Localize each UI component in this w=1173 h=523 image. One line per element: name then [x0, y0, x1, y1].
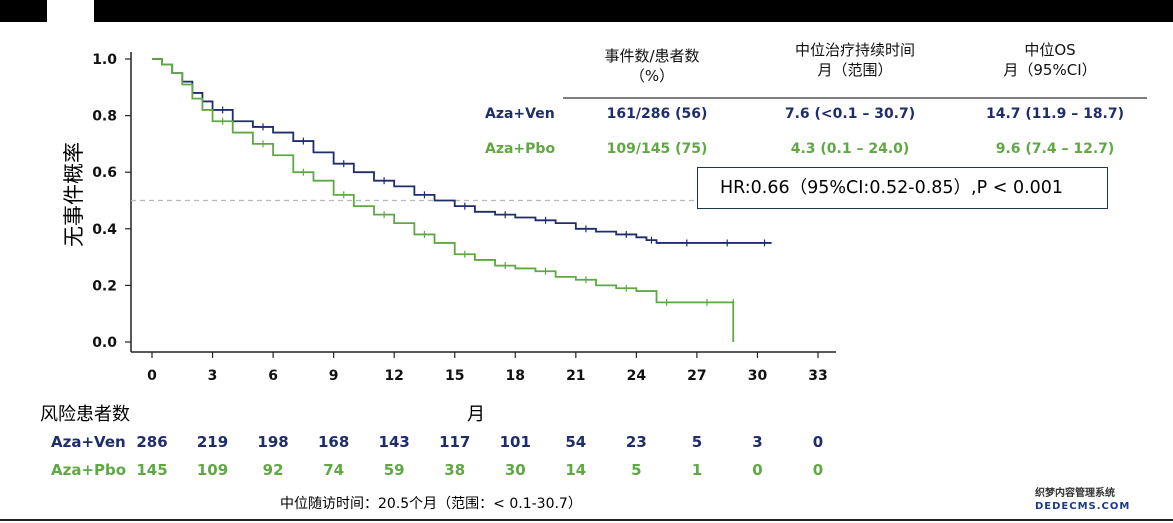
hazard-ratio-box: HR:0.66（95%CI:0.52-0.85）,P < 0.001 — [697, 167, 1108, 209]
x-axis-title: 月 — [467, 404, 485, 425]
risk-count-pbo: 0 — [752, 461, 763, 479]
y-axis-title: 无事件概率 — [62, 142, 86, 247]
risk-count-pbo: 59 — [383, 461, 405, 479]
table-cell-ven-events: 161/286 (56) — [606, 106, 708, 122]
x-tick-label: 6 — [268, 368, 278, 384]
risk-count-ven: 3 — [752, 433, 763, 451]
risk-count-pbo: 14 — [565, 461, 587, 479]
header-bar-right — [94, 0, 1173, 22]
table-row-label-ven: Aza+Ven — [485, 106, 555, 122]
bottom-rule — [0, 519, 1173, 521]
risk-count-pbo: 38 — [444, 461, 466, 479]
table-header-os: 中位OS 月（95%CI） — [965, 40, 1135, 80]
watermark-line2: DEDECMS.COM — [1035, 501, 1131, 512]
watermark-line1: 织梦内容管理系统 — [1035, 488, 1115, 499]
table-header-duration-line1: 中位治疗持续时间 — [794, 41, 915, 59]
risk-count-pbo: 30 — [504, 461, 526, 479]
site-watermark: 织梦内容管理系统 DEDECMS.COM — [1035, 487, 1130, 513]
x-tick-label: 30 — [748, 368, 768, 384]
risk-count-ven: 198 — [257, 433, 289, 451]
table-header-os-line2: 月（95%CI） — [1003, 61, 1097, 79]
risk-count-ven: 101 — [499, 433, 531, 451]
x-tick-label: 3 — [208, 368, 218, 384]
y-tick-label: 0.8 — [92, 109, 117, 125]
x-tick-label: 9 — [329, 368, 339, 384]
x-tick-label: 21 — [566, 368, 585, 384]
risk-count-ven: 0 — [812, 433, 824, 451]
risk-count-ven: 219 — [196, 433, 229, 451]
risk-count-pbo: 109 — [196, 461, 229, 479]
table-cell-pbo-events: 109/145 (75) — [606, 141, 708, 157]
risk-row-label-pbo: Aza+Pbo — [51, 461, 127, 479]
table-cell-pbo-duration: 4.3 (0.1 – 24.0) — [790, 141, 910, 157]
x-tick-label: 12 — [384, 368, 403, 384]
risk-count-pbo: 74 — [323, 461, 345, 479]
y-tick-label: 1.0 — [92, 52, 117, 68]
risk-table-title: 风险患者数 — [40, 404, 130, 425]
risk-count-ven: 5 — [691, 433, 703, 451]
x-tick-label: 33 — [808, 368, 827, 384]
y-tick-label: 0.2 — [92, 278, 117, 294]
y-tick-label: 0.0 — [92, 335, 117, 351]
risk-count-pbo: 0 — [812, 461, 824, 479]
table-header-events-line1: 事件数/患者数 — [604, 47, 700, 65]
y-tick-label: 0.4 — [92, 222, 117, 238]
table-row-label-pbo: Aza+Pbo — [485, 141, 556, 157]
table-header-events: 事件数/患者数 （%） — [572, 46, 732, 86]
x-tick-label: 27 — [687, 368, 706, 384]
table-cell-ven-os: 14.7 (11.9 – 18.7) — [985, 106, 1125, 122]
risk-count-ven: 23 — [625, 433, 647, 451]
table-header-duration: 中位治疗持续时间 月（范围） — [760, 40, 950, 80]
follow-up-note: 中位随访时间：20.5个月（范围：< 0.1-30.7） — [280, 496, 582, 512]
risk-count-ven: 54 — [565, 433, 587, 451]
y-tick-label: 0.6 — [92, 165, 117, 181]
risk-count-ven: 168 — [317, 433, 350, 451]
x-tick-label: 0 — [147, 368, 157, 384]
table-header-duration-line2: 月（范围） — [817, 61, 893, 79]
risk-count-ven: 143 — [378, 433, 410, 451]
risk-count-ven: 286 — [136, 433, 168, 451]
x-tick-label: 15 — [445, 368, 464, 384]
header-bar-left — [0, 0, 47, 22]
km-curve-ven — [152, 58, 772, 244]
table-cell-ven-duration: 7.6 (<0.1 – 30.7) — [784, 106, 916, 122]
risk-count-ven: 117 — [439, 433, 471, 451]
x-tick-label: 18 — [506, 368, 525, 384]
risk-count-pbo: 1 — [691, 461, 703, 479]
risk-count-pbo: 5 — [631, 461, 642, 479]
table-cell-pbo-os: 9.6 (7.4 – 12.7) — [995, 141, 1115, 157]
risk-row-label-ven: Aza+Ven — [51, 433, 126, 451]
table-header-events-line2: （%） — [629, 67, 675, 85]
table-header-os-line1: 中位OS — [1024, 41, 1076, 59]
risk-count-pbo: 92 — [262, 461, 284, 479]
x-tick-label: 24 — [627, 368, 647, 384]
km-curve-pbo — [152, 58, 735, 342]
risk-count-pbo: 145 — [136, 461, 168, 479]
